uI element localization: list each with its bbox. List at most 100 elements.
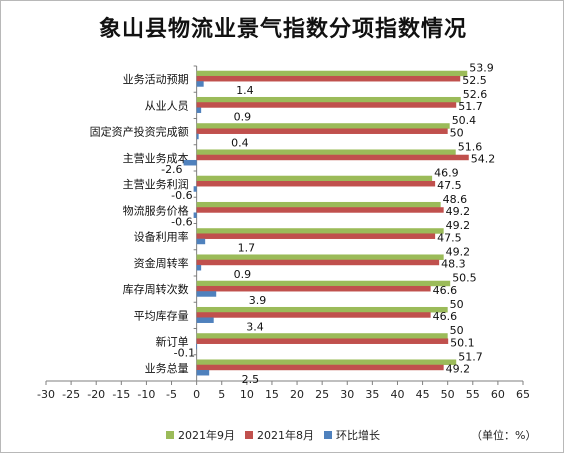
bar-aug: [196, 128, 448, 134]
data-label-aug: 48.3: [441, 258, 466, 271]
data-label-growth: -0.1: [174, 347, 195, 360]
legend-swatch-sep: [166, 431, 174, 439]
data-label-sep: 50: [450, 324, 464, 337]
x-tick-label: 55: [466, 388, 480, 401]
bar-growth: [183, 159, 197, 166]
data-label-growth: 0.9: [234, 268, 252, 281]
category-label: 资金周转率: [134, 256, 189, 270]
bar-sep: [196, 254, 444, 260]
bar-sep: [196, 333, 448, 339]
bar-growth: [196, 369, 210, 376]
x-tick-label: -25: [62, 388, 80, 401]
data-label-growth: 0.4: [231, 137, 249, 150]
bar-aug: [196, 75, 461, 82]
bar-sep: [196, 70, 468, 77]
bar-growth: [196, 264, 202, 271]
bar-growth: [196, 81, 204, 87]
bar-aug: [196, 207, 444, 213]
category-label: 固定资产投资完成额: [90, 125, 189, 139]
x-tick-label: 50: [441, 388, 455, 401]
x-tick-label: 40: [390, 388, 404, 401]
category-label: 业务活动预期: [123, 73, 189, 86]
bar-sep: [196, 201, 441, 208]
x-tick-label: -15: [112, 388, 130, 401]
legend-item-aug: 2021年8月: [245, 427, 314, 443]
data-label-growth: 1.7: [238, 242, 256, 255]
x-tick-label: 45: [416, 388, 430, 401]
category-label: 主营业务利润: [123, 177, 189, 191]
data-label-sep: 50.4: [452, 114, 477, 127]
bar-growth: [196, 133, 199, 140]
bar-growth: [196, 317, 214, 323]
x-tick-label: -30: [37, 388, 55, 401]
data-label-aug: 50: [450, 126, 464, 139]
bar-aug: [196, 259, 440, 266]
bar-aug: [196, 233, 436, 239]
data-label-growth: -2.6: [161, 163, 182, 176]
category-label: 从业人员: [145, 99, 189, 112]
data-label-growth: 1.4: [236, 84, 254, 97]
unit-note: （单位：%）: [471, 429, 537, 442]
data-label-sep: 49.2: [446, 245, 471, 258]
data-label-aug: 51.7: [458, 100, 483, 113]
bar-sep: [196, 306, 448, 313]
data-label-growth: -0.6: [171, 189, 192, 202]
x-tick-label: -5: [166, 388, 177, 401]
x-tick-label: 65: [516, 388, 530, 401]
data-label-aug: 50.1: [450, 336, 475, 349]
x-tick-label: 5: [218, 388, 225, 401]
data-label-sep: 50.5: [452, 272, 477, 285]
bar-aug: [196, 154, 469, 161]
x-tick-label: -10: [137, 388, 155, 401]
data-label-growth: 0.9: [234, 110, 252, 123]
category-label: 库存周转次数: [123, 282, 189, 296]
bar-growth: [196, 238, 206, 245]
data-label-aug: 47.5: [437, 179, 462, 192]
data-label-sep: 51.7: [458, 350, 483, 363]
data-label-aug: 46.6: [433, 310, 458, 323]
bar-sep: [196, 280, 451, 287]
bar-aug: [196, 180, 436, 187]
category-label: 平均库存量: [134, 308, 189, 322]
data-label-sep: 52.6: [463, 88, 488, 101]
category-label: 物流服务价格: [123, 203, 189, 217]
data-label-aug: 49.2: [446, 363, 471, 376]
category-label: 主营业务成本: [123, 151, 189, 165]
data-label-aug: 52.5: [462, 74, 487, 87]
x-tick-label: 60: [491, 388, 505, 401]
x-tick-label: 0: [193, 388, 200, 401]
data-label-sep: 49.2: [446, 219, 471, 232]
x-tick-label: 10: [240, 388, 254, 401]
legend-label-sep: 2021年9月: [178, 429, 235, 442]
data-label-sep: 51.6: [458, 140, 483, 153]
legend: 2021年9月 2021年8月 环比增长: [166, 427, 390, 443]
legend-item-growth: 环比增长: [324, 427, 380, 443]
bar-aug: [196, 285, 431, 292]
x-tick-label: -20: [87, 388, 105, 401]
data-label-sep: 50: [450, 298, 464, 311]
x-tick-label: 30: [340, 388, 354, 401]
data-label-growth: 3.4: [246, 320, 264, 333]
category-label: 设备利用率: [134, 230, 189, 244]
category-label: 业务总量: [145, 361, 189, 375]
bar-aug: [196, 338, 449, 344]
bar-aug: [196, 102, 457, 108]
bar-aug: [196, 312, 431, 318]
bar-growth: [196, 107, 202, 113]
data-label-growth: 3.9: [249, 294, 267, 307]
data-label-sep: 53.9: [469, 62, 494, 75]
bar-sep: [196, 96, 461, 103]
bar-sep: [196, 359, 457, 365]
bar-growth: [193, 212, 197, 218]
category-label: 新订单: [156, 335, 189, 349]
bar-sep: [196, 123, 450, 129]
data-label-aug: 47.5: [437, 231, 462, 244]
bar-sep: [196, 228, 444, 234]
x-tick-label: 25: [315, 388, 329, 401]
bar-growth: [196, 343, 197, 350]
data-label-growth: -0.6: [171, 215, 192, 228]
legend-label-growth: 环比增长: [336, 429, 380, 442]
data-label-sep: 48.6: [443, 193, 468, 206]
